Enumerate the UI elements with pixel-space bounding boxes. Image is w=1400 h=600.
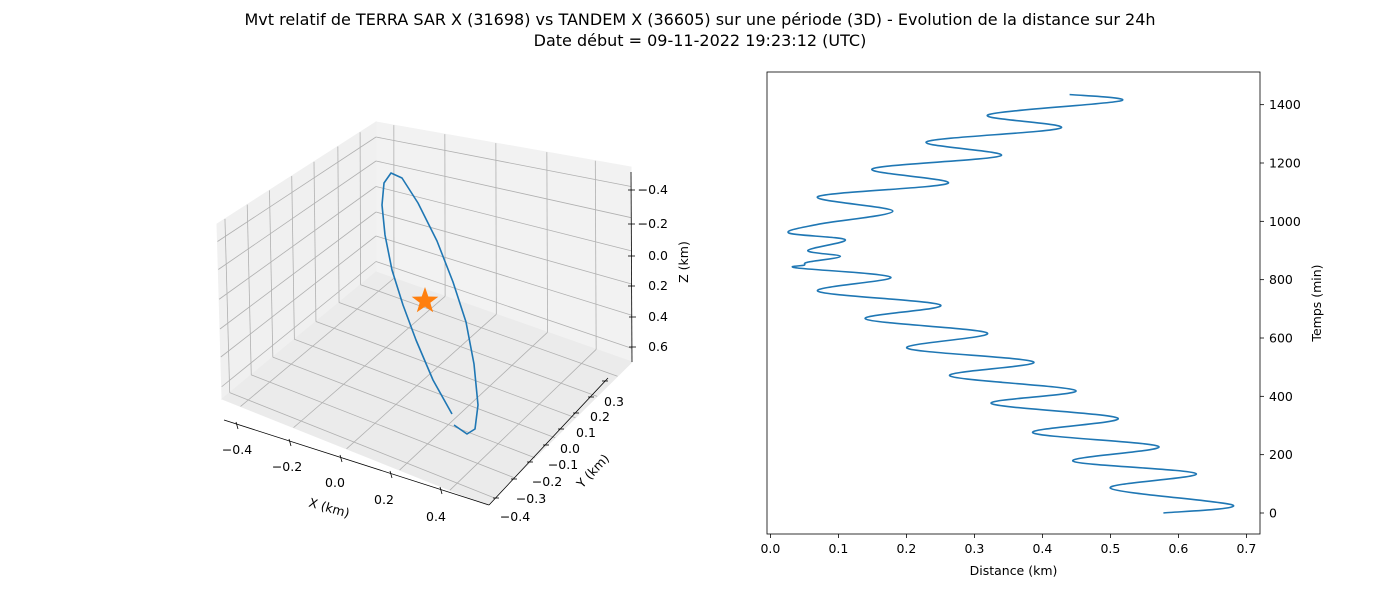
- y-tick-label-4: 0.0: [560, 441, 580, 456]
- x-tick-label-1: −0.2: [272, 459, 302, 474]
- x-tick-label-2d-7: 0.7: [1236, 541, 1256, 556]
- grid-line-back-h-4: [375, 235, 632, 316]
- series-3d: [381, 172, 479, 435]
- grid-line-side-v-1: [246, 204, 252, 375]
- y-tick-label-2: −0.2: [532, 474, 562, 489]
- x-tick-label-2d-2: 0.2: [896, 541, 916, 556]
- grid-line-floor-x-2: [346, 314, 497, 450]
- z-tick-label-1: −0.2: [638, 216, 668, 231]
- grid-line-back-h-2: [375, 186, 632, 252]
- grid-line-back-v-3: [546, 152, 548, 333]
- x-tick-1: [288, 438, 292, 447]
- y-tick-label-2d-2: 400: [1269, 389, 1293, 404]
- y-tick-label-5: 0.1: [576, 425, 596, 440]
- grid-line-back-h-3: [375, 211, 632, 285]
- origin-star-marker: [411, 287, 439, 313]
- grid-line-floor-y-6: [360, 284, 618, 377]
- grid-3d: [217, 125, 633, 499]
- x-tick-label-2: 0.0: [325, 475, 345, 490]
- grid-line-side-h-2: [218, 186, 377, 300]
- x-axis-spine: [223, 419, 490, 506]
- y-tick-label-0: −0.4: [500, 509, 530, 524]
- y-tick-label-3: −0.1: [548, 457, 578, 472]
- z-tick-label-3: 0.2: [648, 278, 668, 293]
- figure-title: Mvt relatif de TERRA SAR X (31698) vs TA…: [0, 9, 1400, 51]
- y-tick-label-1: −0.3: [516, 491, 546, 506]
- x-tick-label-3: 0.2: [374, 492, 394, 507]
- grid-line-side-h-3: [219, 211, 377, 330]
- z-tick-label-4: 0.4: [648, 309, 668, 324]
- grid-line-floor-y-3: [294, 338, 556, 439]
- y-axis-spine: [488, 377, 609, 506]
- distance-series-line-0: [787, 93, 1235, 514]
- plot-3d-relative-motion: −0.4−0.20.00.20.4X (km) −0.4−0.3−0.2−0.10…: [216, 121, 691, 524]
- y-tick-label-2d-0: 0: [1269, 506, 1277, 521]
- y-tick-label-2d-1: 200: [1269, 447, 1293, 462]
- z-tick-label-5: 0.6: [648, 339, 668, 354]
- y-tick-label-6: 0.2: [590, 409, 610, 424]
- x-tick-label-4: 0.4: [426, 509, 446, 524]
- grid-line-floor-x-4: [449, 349, 597, 491]
- pane-floor: [221, 271, 633, 506]
- grid-line-side-v-6: [359, 132, 362, 285]
- grid-line-side-h-1: [218, 160, 377, 270]
- grid-line-floor-y-0: [229, 392, 495, 499]
- grid-line-floor-y-1: [251, 374, 515, 479]
- title-line-1: Mvt relatif de TERRA SAR X (31698) vs TA…: [244, 10, 1156, 29]
- grid-line-side-v-3: [291, 176, 295, 340]
- grid-line-floor-x-3: [399, 332, 548, 471]
- grid-line-side-v-5: [337, 146, 340, 303]
- x-tick-4: [439, 486, 443, 495]
- y-axis-label: Y (km): [573, 451, 612, 492]
- x-axis-label-2d: Distance (km): [970, 563, 1058, 578]
- grid-line-floor-x-0: [240, 277, 395, 407]
- grid-line-side-v-0: [224, 218, 231, 393]
- grid-line-floor-y-2: [272, 356, 535, 459]
- x-tick-3: [389, 470, 393, 479]
- title-line-2: Date début = 09-11-2022 19:23:12 (UTC): [533, 31, 867, 50]
- grid-line-side-h-4: [220, 235, 377, 358]
- z-axis-label: Z (km): [676, 241, 691, 283]
- z-tick-label-0: −0.4: [638, 182, 668, 197]
- axes-2d: 0.0 0.1 0.2 0.3 0.4 0.5 0.6 0.7 0 200 400 600 800 100…: [760, 71, 1324, 578]
- grid-line-back-h-0: [375, 136, 632, 187]
- grid-line-back-h-1: [375, 160, 632, 219]
- z-axis-spine: [630, 171, 633, 363]
- grid-line-side-v-2: [269, 190, 274, 358]
- x-tick-label-2d-3: 0.3: [964, 541, 984, 556]
- y-tick-label-2d-4: 800: [1269, 272, 1293, 287]
- grid-line-floor-x-1: [293, 295, 446, 428]
- x-axis-label: X (km): [307, 495, 351, 521]
- grid-line-floor-y-4: [315, 321, 576, 419]
- x-tick-0: [235, 421, 239, 430]
- y-tick-label-2d-6: 1200: [1269, 156, 1301, 171]
- grid-line-floor-y-5: [338, 302, 598, 397]
- x-tick-label-2d-5: 0.5: [1100, 541, 1120, 556]
- y-tick-label-7: 0.3: [604, 394, 624, 409]
- x-tick-label-2d-0: 0.0: [760, 541, 780, 556]
- x-tick-label-0: −0.4: [222, 442, 252, 457]
- grid-line-back-v-4: [594, 160, 597, 350]
- z-tick-label-2: 0.0: [648, 248, 668, 263]
- y-tick-label-2d-7: 1400: [1269, 97, 1301, 112]
- grid-line-back-h-5: [375, 261, 633, 349]
- grid-line-side-v-4: [313, 161, 317, 322]
- x-tick-label-2d-1: 0.1: [828, 541, 848, 556]
- grid-line-side-h-5: [221, 261, 377, 388]
- x-tick-2: [339, 454, 343, 463]
- axes-3d: −0.4−0.20.00.20.4X (km) −0.4−0.3−0.2−0.10…: [222, 171, 691, 524]
- y-tick-label-2d-3: 600: [1269, 331, 1293, 346]
- trajectory-line: [381, 172, 479, 435]
- grid-line-side-h-0: [217, 136, 377, 242]
- y-tick-label-2d-5: 1000: [1269, 214, 1301, 229]
- x-tick-label-2d-6: 0.6: [1168, 541, 1188, 556]
- plot-area-frame: [766, 71, 1261, 535]
- y-axis-label-2d: Temps (min): [1309, 264, 1324, 342]
- x-tick-label-2d-4: 0.4: [1032, 541, 1052, 556]
